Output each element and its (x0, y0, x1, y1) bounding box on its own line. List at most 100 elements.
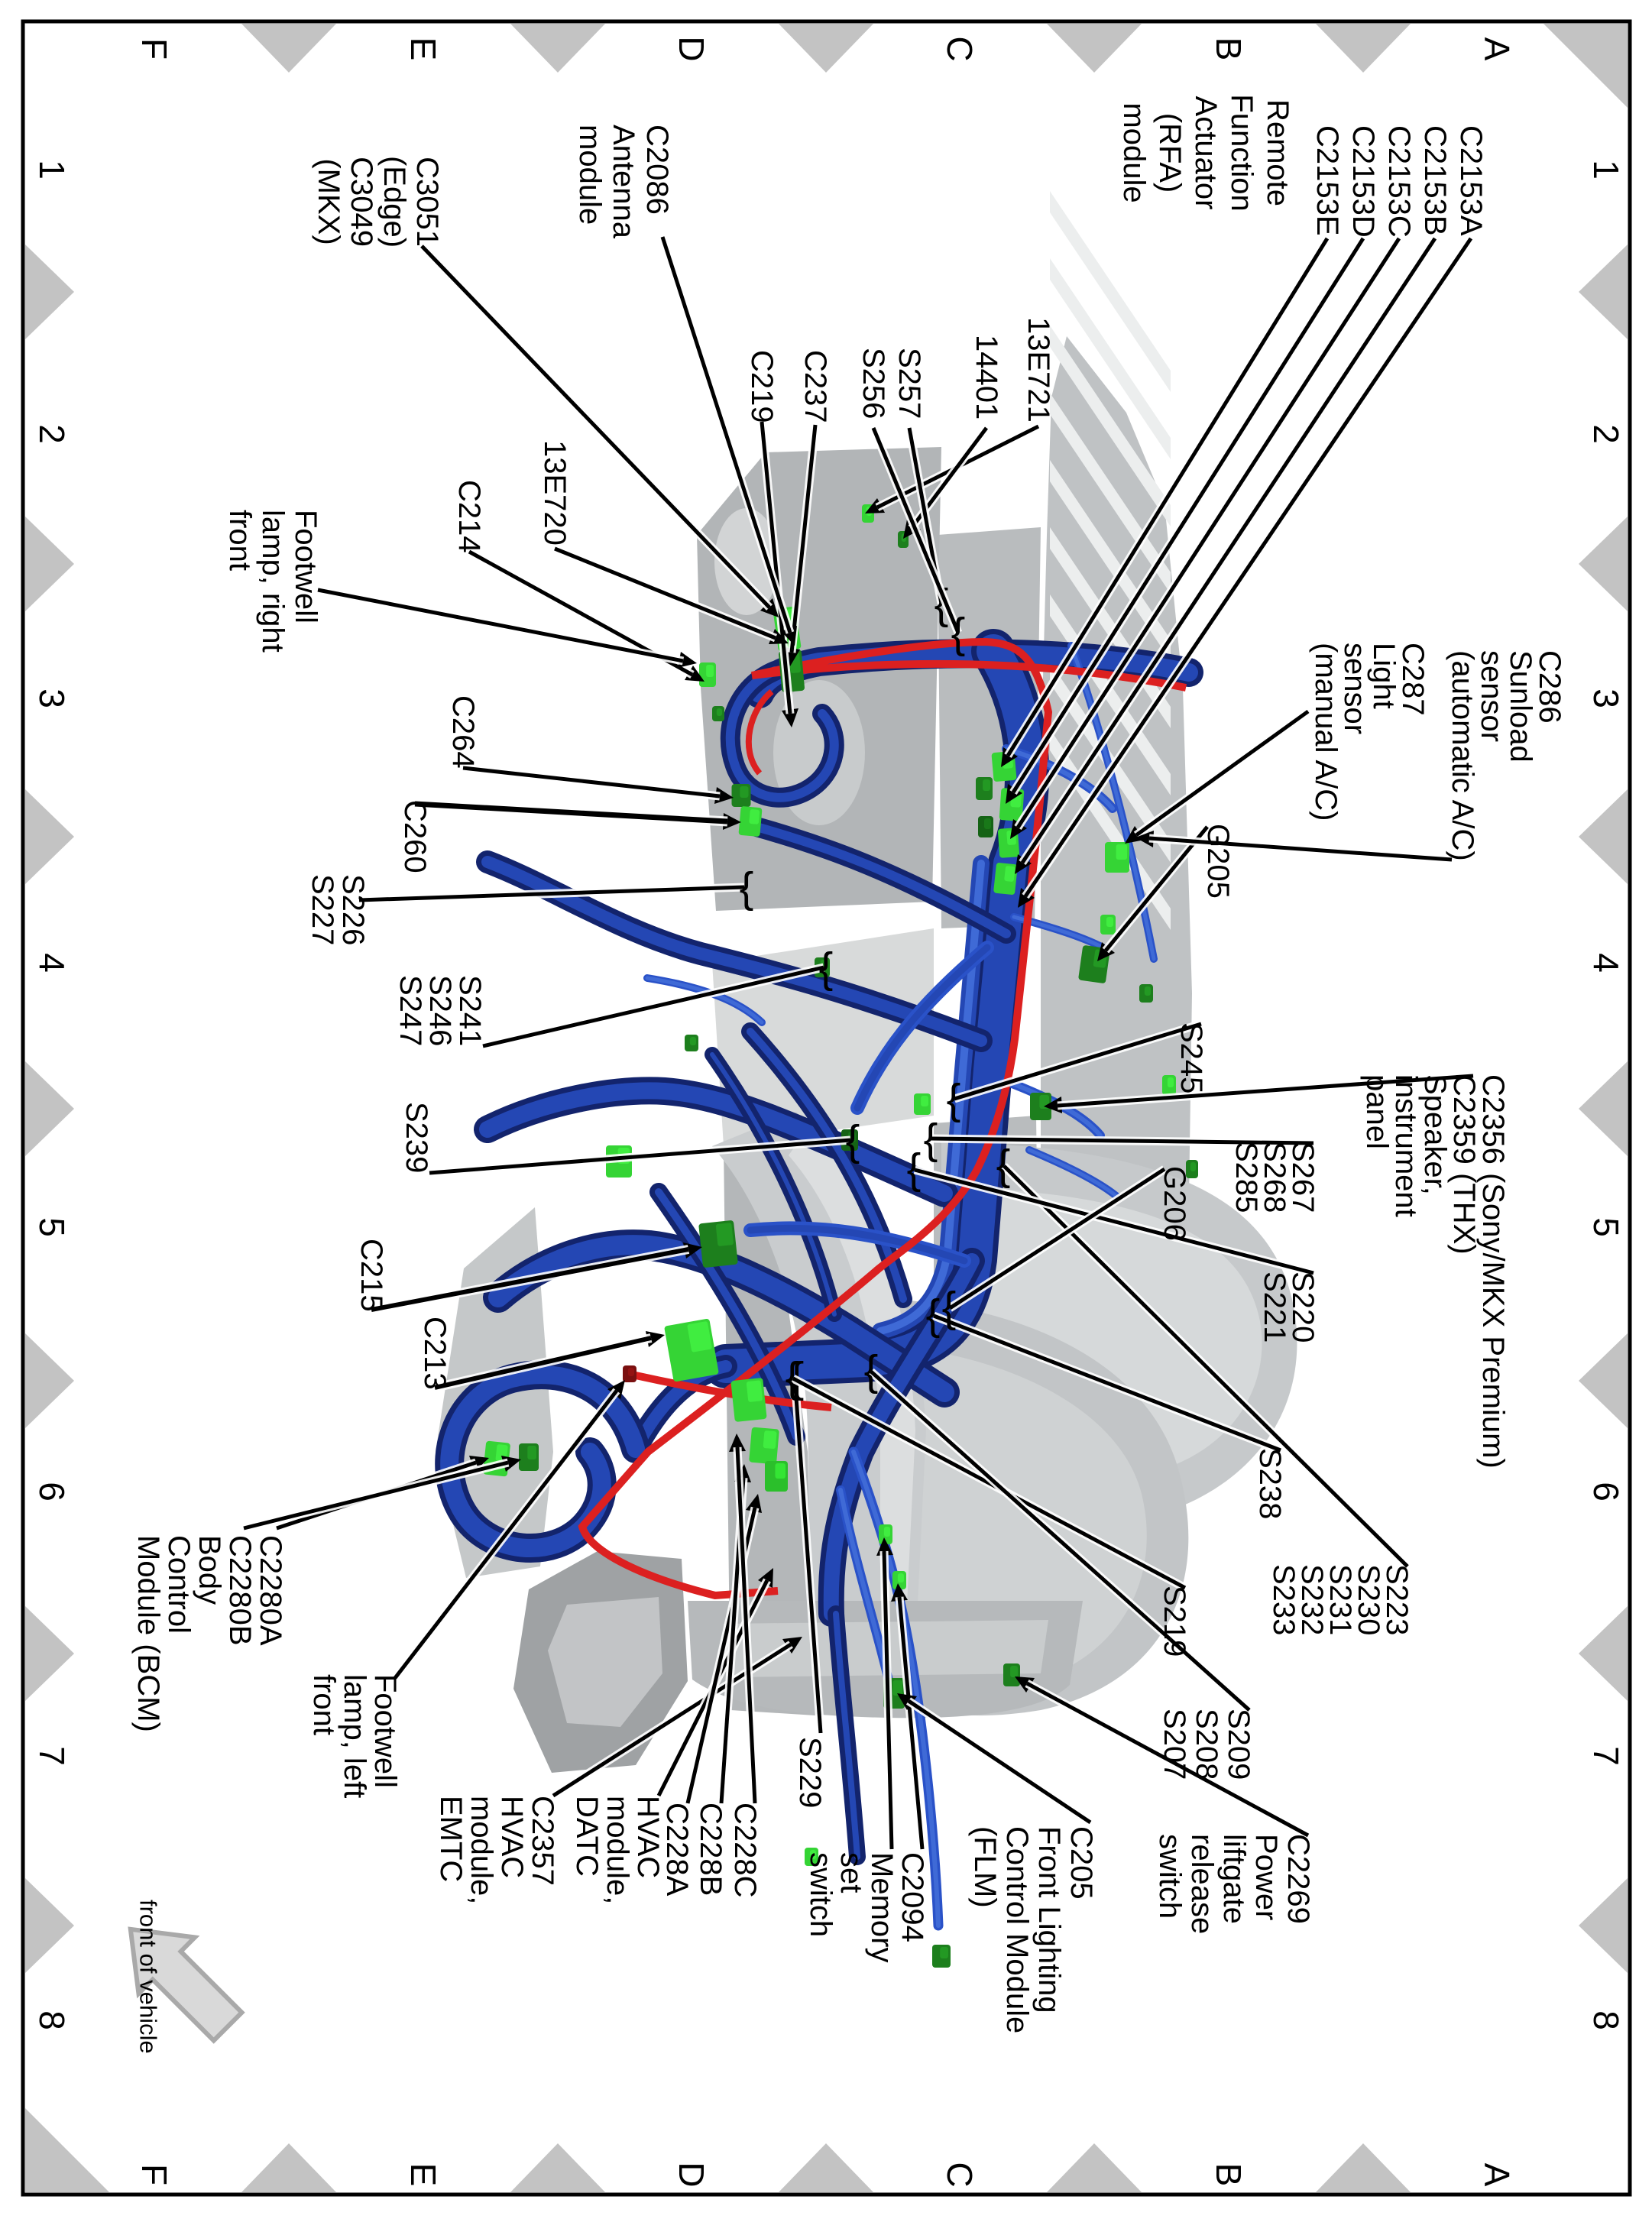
svg-text:14401: 14401 (970, 335, 1003, 420)
svg-text:S285: S285 (1229, 1142, 1263, 1213)
svg-text:lamp, right: lamp, right (256, 510, 290, 653)
svg-text:5: 5 (32, 1217, 72, 1237)
svg-text:module: module (1117, 102, 1151, 202)
svg-text:A: A (1477, 37, 1517, 61)
svg-text:C2359 (THX): C2359 (THX) (1447, 1074, 1481, 1255)
svg-text:S230: S230 (1352, 1564, 1385, 1635)
svg-text:13E720: 13E720 (538, 440, 572, 546)
svg-text:C: C (940, 36, 980, 61)
svg-text:DATC: DATC (570, 1796, 604, 1877)
svg-text:G205: G205 (1201, 824, 1235, 899)
svg-text:E: E (403, 37, 443, 61)
svg-text:{: { (947, 1075, 961, 1123)
svg-text:S227: S227 (306, 874, 339, 945)
svg-text:1: 1 (32, 160, 72, 180)
svg-text:C205: C205 (1064, 1826, 1098, 1900)
svg-text:S257: S257 (892, 348, 926, 419)
svg-text:S229: S229 (793, 1737, 827, 1808)
svg-text:C2153D: C2153D (1346, 125, 1380, 238)
svg-text:C2356 (Sony/MKX Premium): C2356 (Sony/MKX Premium) (1476, 1074, 1510, 1469)
svg-text:C2153C: C2153C (1382, 125, 1416, 238)
svg-text:4: 4 (1586, 953, 1626, 973)
svg-text:C260: C260 (398, 800, 432, 873)
svg-text:C228A: C228A (660, 1803, 694, 1897)
svg-text:Antenna: Antenna (607, 125, 640, 239)
svg-text:6: 6 (1586, 1482, 1626, 1501)
svg-text:{: { (924, 1115, 938, 1163)
svg-text:S207: S207 (1158, 1709, 1191, 1780)
svg-text:S226: S226 (336, 874, 370, 945)
svg-text:S231: S231 (1323, 1564, 1357, 1635)
svg-text:S247: S247 (394, 975, 427, 1046)
svg-text:sensor: sensor (1338, 643, 1372, 734)
svg-text:module,: module, (465, 1796, 498, 1904)
svg-text:E: E (403, 2163, 443, 2187)
svg-text:S223: S223 (1380, 1564, 1414, 1635)
svg-text:D: D (672, 2162, 711, 2187)
svg-text:(manual A/C): (manual A/C) (1309, 643, 1343, 821)
svg-text:13E721: 13E721 (1022, 317, 1055, 423)
svg-text:C2280B: C2280B (223, 1535, 257, 1646)
svg-text:front: front (307, 1674, 341, 1735)
svg-text:7: 7 (32, 1746, 72, 1766)
svg-text:A: A (1477, 2163, 1517, 2187)
svg-text:C213: C213 (418, 1317, 452, 1390)
svg-text:(RFA): (RFA) (1153, 113, 1187, 193)
svg-text:EMTC: EMTC (434, 1796, 468, 1882)
svg-text:{: { (942, 1283, 957, 1331)
svg-text:3: 3 (1586, 688, 1626, 708)
svg-text:lamp, left: lamp, left (338, 1674, 371, 1798)
svg-text:front of vehicle: front of vehicle (135, 1900, 162, 2054)
svg-text:C: C (940, 2162, 980, 2187)
svg-text:S221: S221 (1258, 1271, 1291, 1343)
svg-text:front: front (223, 510, 257, 571)
svg-text:Control Module: Control Module (1000, 1826, 1034, 2033)
svg-text:B: B (1209, 2163, 1249, 2187)
svg-text:3: 3 (32, 688, 72, 708)
svg-text:S219: S219 (1158, 1586, 1191, 1657)
svg-text:C3049: C3049 (345, 157, 378, 247)
svg-text:{: { (846, 1116, 860, 1165)
svg-text:C237: C237 (798, 350, 832, 423)
svg-text:Front Lighting: Front Lighting (1032, 1826, 1066, 2013)
svg-text:panel: panel (1360, 1074, 1394, 1149)
svg-text:release: release (1185, 1834, 1219, 1934)
svg-text:F: F (134, 2164, 174, 2185)
svg-text:{: { (740, 863, 754, 912)
svg-text:liftgate: liftgate (1217, 1834, 1251, 1924)
svg-text:C214: C214 (452, 480, 486, 553)
svg-text:Memory: Memory (865, 1852, 899, 1962)
svg-text:S232: S232 (1295, 1564, 1329, 1635)
svg-text:S268: S268 (1258, 1142, 1291, 1213)
svg-text:S220: S220 (1286, 1271, 1320, 1343)
svg-text:(MKX): (MKX) (312, 158, 345, 245)
svg-text:S256: S256 (857, 348, 890, 419)
svg-text:Control: Control (162, 1535, 196, 1634)
svg-text:{: { (926, 1291, 941, 1339)
svg-text:S209: S209 (1222, 1709, 1255, 1780)
svg-text:6: 6 (32, 1482, 72, 1501)
svg-text:C2357: C2357 (526, 1796, 559, 1886)
svg-text:1: 1 (1586, 160, 1626, 180)
svg-text:C264: C264 (446, 695, 480, 769)
svg-text:C2086: C2086 (640, 125, 674, 215)
svg-text:C219: C219 (745, 350, 779, 423)
svg-text:instrument: instrument (1389, 1074, 1423, 1217)
svg-text:D: D (672, 36, 711, 61)
svg-text:4: 4 (32, 953, 72, 973)
svg-text:2: 2 (32, 424, 72, 444)
svg-text:(Edge): (Edge) (377, 156, 411, 248)
svg-text:(FLM): (FLM) (968, 1826, 1002, 1908)
svg-text:5: 5 (1586, 1217, 1626, 1237)
svg-text:Actuator: Actuator (1189, 96, 1223, 210)
svg-text:S239: S239 (400, 1102, 433, 1173)
svg-text:{: { (819, 944, 834, 992)
svg-text:Module (BCM): Module (BCM) (131, 1535, 165, 1732)
svg-text:S241: S241 (453, 975, 487, 1046)
svg-text:Body: Body (193, 1535, 226, 1605)
svg-text:Function: Function (1225, 94, 1258, 211)
svg-text:C2153A: C2153A (1454, 125, 1488, 236)
svg-text:C2280A: C2280A (254, 1535, 287, 1646)
svg-text:F: F (134, 38, 174, 60)
svg-text:8: 8 (1586, 2010, 1626, 2030)
